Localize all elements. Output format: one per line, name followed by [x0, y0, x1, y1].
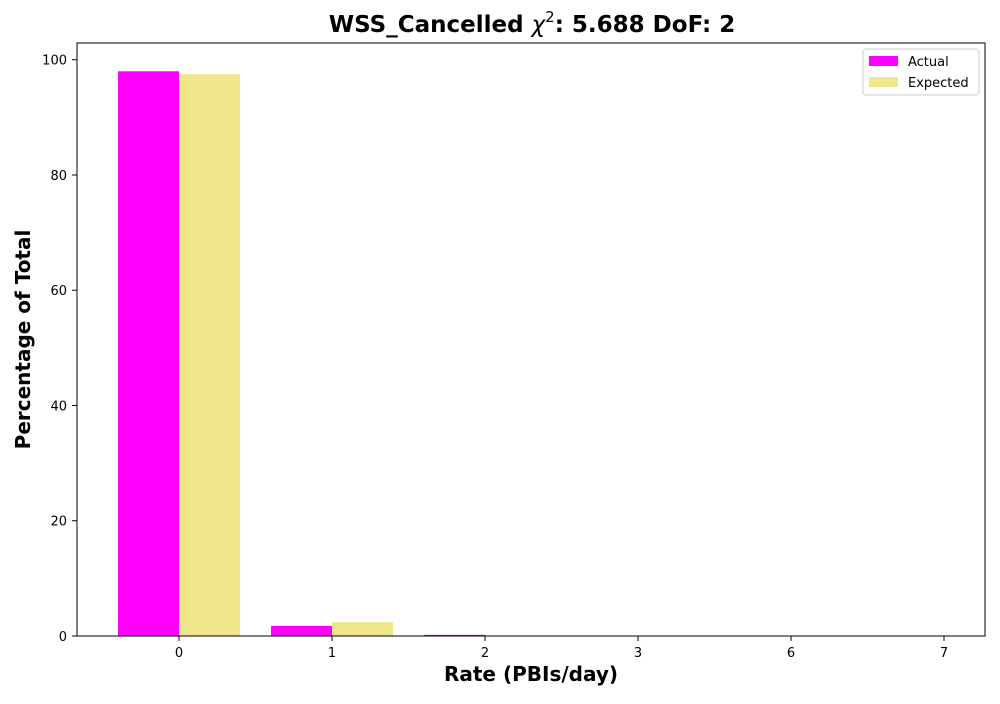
legend-label-expected: Expected: [908, 76, 969, 91]
y-tick-label: 0: [59, 630, 67, 645]
title-chi-symbol: χ: [530, 12, 547, 38]
y-tick-label: 80: [50, 169, 67, 184]
bar-actual-0: [118, 71, 179, 636]
chart-title: WSS_Cancelled χ2: 5.688 DoF: 2: [329, 8, 736, 38]
bars-layer: [118, 71, 944, 636]
legend-swatch-expected: [869, 77, 898, 87]
title-suffix: : 5.688 DoF: 2: [555, 12, 736, 38]
legend-label-actual: Actual: [908, 55, 949, 70]
y-axis-label: Percentage of Total: [11, 230, 35, 450]
x-tick-label: 2: [481, 646, 489, 661]
y-axis: 0 20 40 60 80 100: [42, 54, 77, 645]
title-chi-exponent: 2: [545, 8, 555, 26]
bar-actual-1: [271, 626, 332, 636]
bar-expected-0: [179, 74, 240, 636]
y-tick-label: 20: [50, 515, 67, 530]
x-tick-label: 3: [634, 646, 642, 661]
x-tick-label: 1: [328, 646, 336, 661]
y-tick-label: 40: [50, 399, 67, 414]
legend-swatch-actual: [869, 56, 898, 66]
x-tick-label: 6: [787, 646, 795, 661]
title-prefix: WSS_Cancelled: [329, 12, 532, 38]
legend: Actual Expected: [863, 49, 979, 95]
x-axis: 0 1 2 3 6 7: [175, 636, 948, 661]
y-tick-label: 60: [50, 284, 67, 299]
x-axis-label: Rate (PBIs/day): [444, 662, 618, 686]
bar-expected-1: [332, 622, 393, 636]
x-tick-label: 7: [940, 646, 948, 661]
x-tick-label: 0: [175, 646, 183, 661]
y-tick-label: 100: [42, 54, 67, 69]
